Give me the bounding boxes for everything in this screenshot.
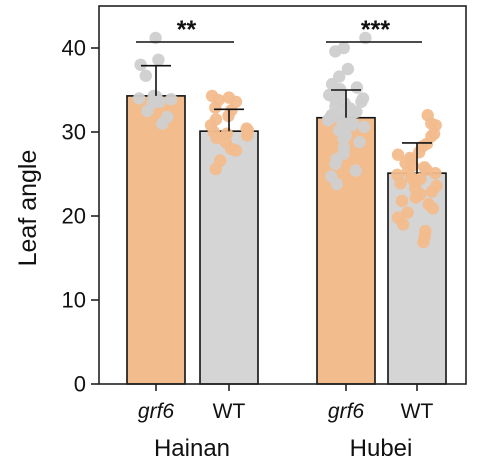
- data-point: [394, 177, 407, 190]
- data-point: [209, 162, 222, 176]
- significance-label: **: [177, 16, 197, 44]
- category-label: WT: [401, 400, 434, 423]
- data-point: [413, 146, 426, 159]
- group-label: Hainan: [154, 435, 230, 462]
- data-point: [139, 69, 152, 82]
- data-point: [426, 202, 440, 215]
- y-tick-label: 40: [62, 36, 86, 61]
- plot-frame: [98, 5, 467, 385]
- y-tick-label: 20: [62, 204, 86, 229]
- data-point: [156, 117, 169, 130]
- data-point: [337, 132, 350, 145]
- data-point: [329, 157, 342, 171]
- data-point: [395, 194, 409, 208]
- data-point: [345, 119, 359, 132]
- data-point: [391, 148, 405, 161]
- category-label: WT: [213, 400, 246, 423]
- data-point: [401, 206, 414, 219]
- group-label: Hubei: [350, 435, 413, 462]
- data-point: [165, 93, 178, 106]
- data-point: [149, 31, 162, 45]
- y-axis-label: Leaf angle: [14, 150, 42, 267]
- data-point: [359, 31, 372, 45]
- data-point: [355, 95, 368, 109]
- category-label: grf6: [328, 400, 365, 423]
- y-tick-label: 10: [62, 288, 86, 313]
- data-point: [429, 167, 442, 180]
- data-point: [241, 129, 254, 142]
- data-point: [330, 177, 343, 191]
- y-tick-label: 30: [62, 120, 86, 145]
- data-point: [134, 58, 147, 71]
- bar-hainan-grf6: [126, 95, 186, 385]
- y-tick-label: 0: [74, 372, 86, 397]
- data-point: [417, 235, 430, 249]
- category-label: grf6: [138, 400, 175, 423]
- data-point: [425, 185, 439, 198]
- axes: [91, 5, 467, 391]
- data-point: [321, 114, 335, 127]
- bar-hainan-wt: [199, 130, 259, 385]
- data-point: [209, 101, 222, 114]
- plot-area: [126, 31, 447, 385]
- data-point: [152, 53, 165, 66]
- data-point: [349, 164, 362, 177]
- data-point: [358, 120, 371, 134]
- data-point: [350, 81, 364, 94]
- labels: Leaf angle grf6 WT ** Hainan grf6 WT *** Hubei 0…: [14, 16, 433, 462]
- data-point: [353, 135, 366, 149]
- data-point: [229, 144, 243, 157]
- data-point: [397, 218, 410, 231]
- data-point: [329, 45, 342, 58]
- data-point: [409, 191, 422, 204]
- data-point: [341, 62, 355, 76]
- significance-label: ***: [361, 16, 390, 44]
- data-point: [141, 104, 154, 118]
- data-point: [132, 92, 146, 105]
